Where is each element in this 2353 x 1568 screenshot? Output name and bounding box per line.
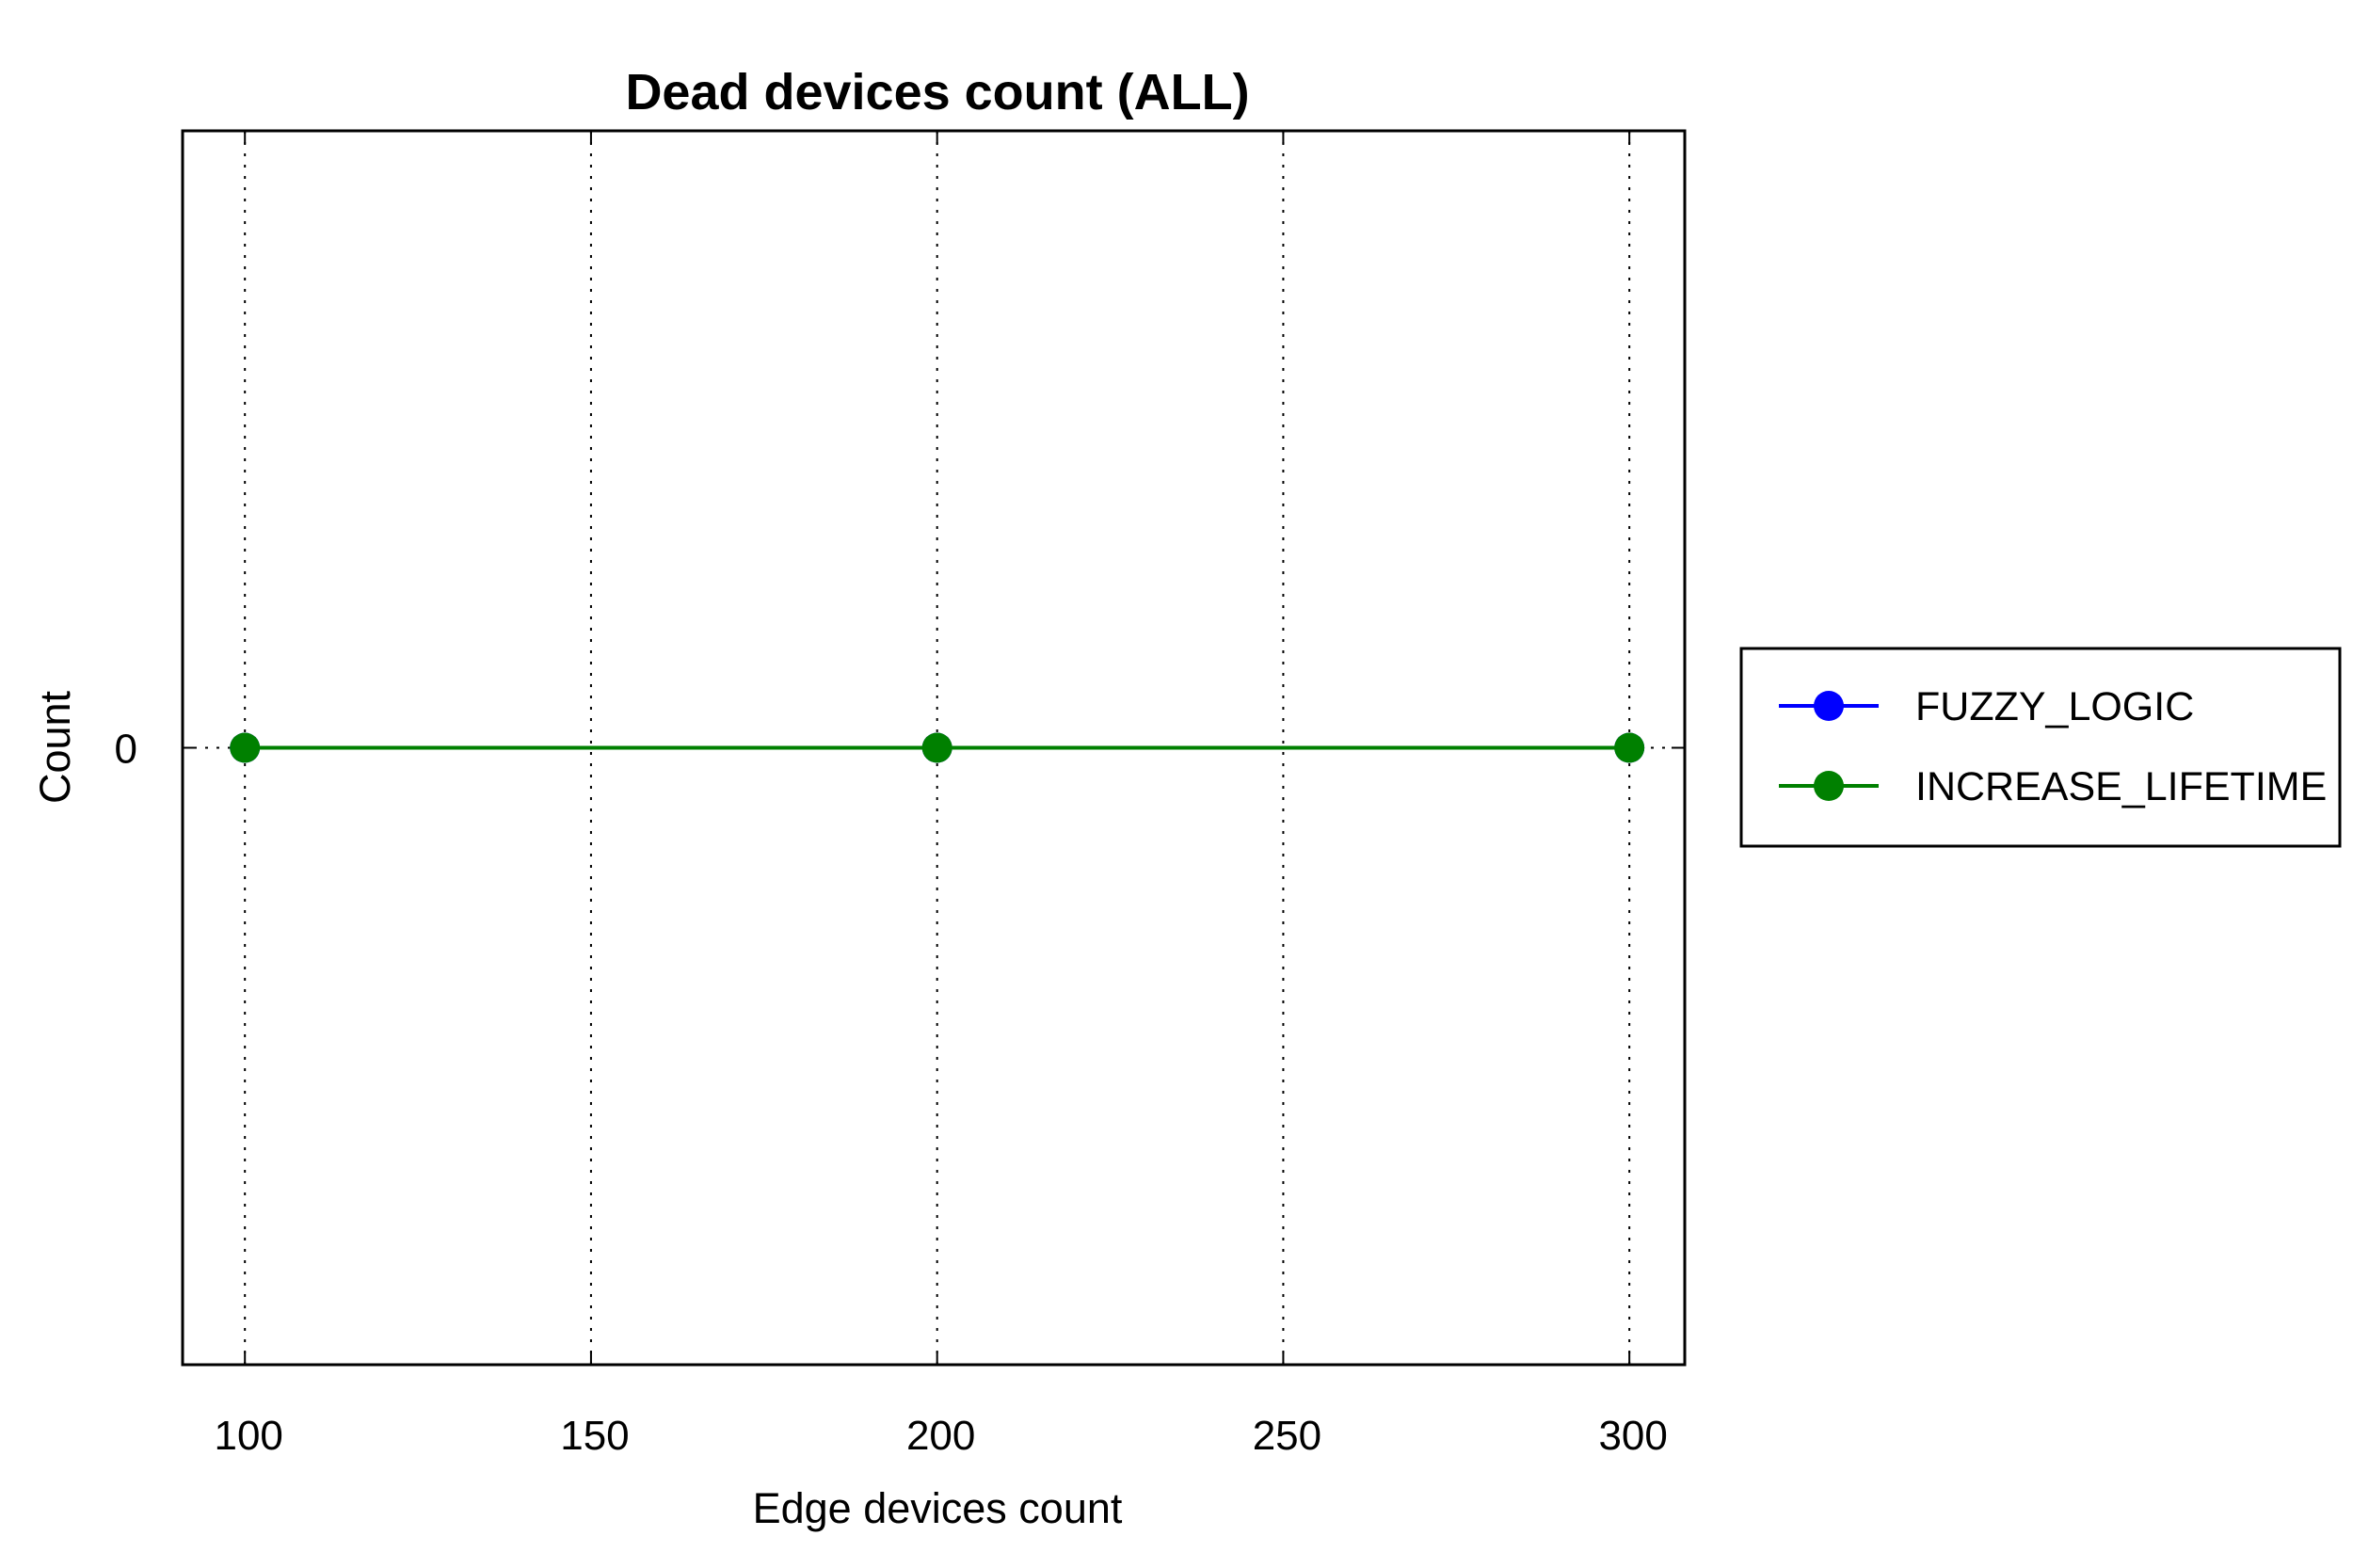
x-tick-label: 250 <box>1253 1413 1321 1459</box>
x-tick-label: 150 <box>560 1413 629 1459</box>
legend-item: INCREASE_LIFETIME <box>1779 764 2327 809</box>
legend-marker <box>1814 771 1844 801</box>
x-tick-label: 300 <box>1598 1413 1667 1459</box>
legend-item: FUZZY_LOGIC <box>1779 684 2194 729</box>
series-increase-lifetime <box>230 732 1645 763</box>
x-tick-label: 200 <box>906 1413 975 1459</box>
y-tick-label: 0 <box>115 727 137 773</box>
y-axis-label: Count <box>31 690 79 804</box>
data-point <box>230 732 261 763</box>
legend-label: INCREASE_LIFETIME <box>1915 764 2327 809</box>
data-point <box>1614 732 1645 763</box>
y-axis: 0 <box>115 727 1685 773</box>
data-point <box>921 732 952 763</box>
x-axis: 100 150 200 250 300 <box>214 131 1668 1459</box>
legend-label: FUZZY_LOGIC <box>1915 684 2194 729</box>
chart-title: Dead devices count (ALL) <box>625 64 1249 120</box>
series-layer <box>230 732 1645 763</box>
legend-box <box>1739 647 2342 848</box>
x-axis-label: Edge devices count <box>753 1484 1123 1532</box>
legend-entries: FUZZY_LOGIC INCREASE_LIFETIME <box>1779 684 2327 809</box>
x-tick-label: 100 <box>214 1413 282 1459</box>
legend: FUZZY_LOGIC INCREASE_LIFETIME <box>1739 647 2342 848</box>
legend-marker <box>1814 691 1844 721</box>
